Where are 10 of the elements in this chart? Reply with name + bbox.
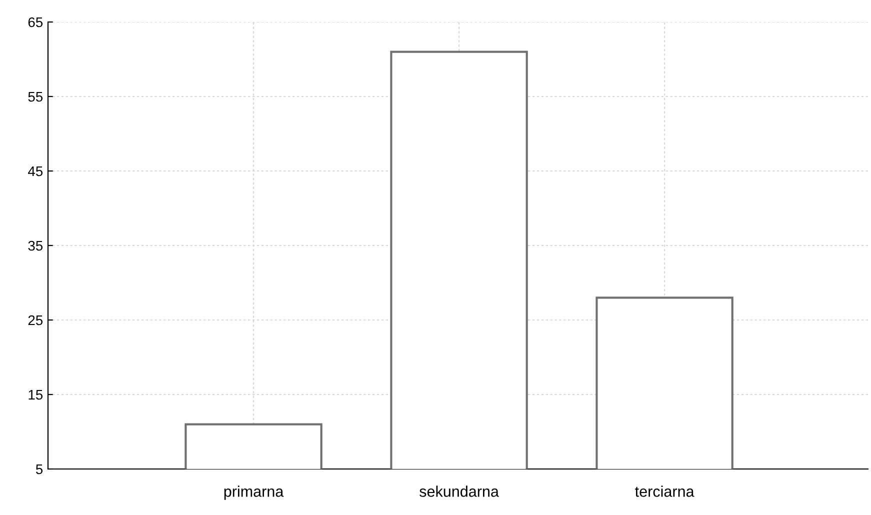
y-tick-label: 55 — [28, 92, 43, 102]
x-tick-label: primarna — [224, 486, 284, 500]
y-tick-label: 5 — [36, 464, 43, 474]
y-tick-label: 45 — [28, 166, 43, 176]
y-tick-label: 35 — [28, 240, 43, 251]
y-tick-label: 25 — [28, 315, 43, 326]
y-tick-label: 65 — [28, 17, 43, 28]
x-tick-label: sekundarna — [420, 486, 499, 497]
x-tick-label: terciarna — [635, 486, 694, 497]
y-tick-label: 15 — [28, 390, 43, 400]
